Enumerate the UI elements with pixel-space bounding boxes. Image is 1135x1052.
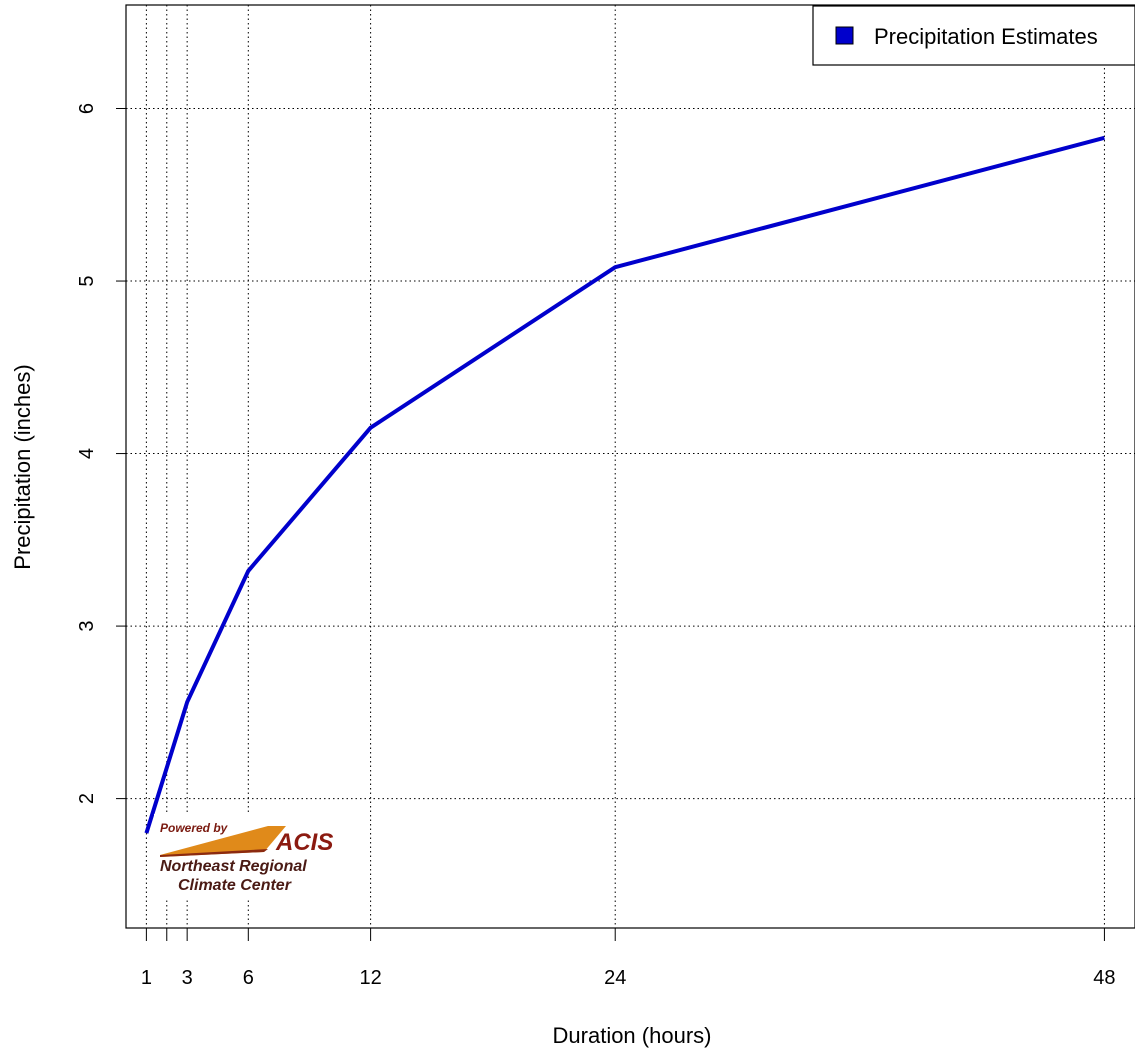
logo-brand: ACIS xyxy=(275,829,333,856)
legend: Precipitation Estimates xyxy=(812,5,1135,66)
series-layer xyxy=(144,135,1105,834)
plot-frame xyxy=(125,4,1135,929)
legend-label: Precipitation Estimates xyxy=(874,24,1098,49)
y-tick-label: 3 xyxy=(76,621,98,632)
axes-layer: 1 3 6 12 24 48 2 3 4 5 6 xyxy=(76,103,1116,989)
y-tick-label: 2 xyxy=(76,793,98,804)
x-tick-label: 1 xyxy=(141,967,152,989)
acis-logo: Powered by ACIS Northeast Regional Clima… xyxy=(154,814,340,898)
y-tick-label: 5 xyxy=(76,275,98,286)
logo-line1: Northeast Regional xyxy=(160,858,307,875)
x-tick-label: 48 xyxy=(1093,967,1115,989)
legend-swatch xyxy=(835,26,854,45)
x-axis-title: Duration (hours) xyxy=(553,1023,712,1048)
x-tick-label: 24 xyxy=(604,967,626,989)
logo-powered-by: Powered by xyxy=(160,821,229,835)
logo-line2: Climate Center xyxy=(178,877,292,894)
series-line xyxy=(144,135,1105,834)
legend-box xyxy=(812,5,1135,66)
x-tick-label: 3 xyxy=(182,967,193,989)
y-axis-title: Precipitation (inches) xyxy=(10,364,35,569)
y-tick-label: 4 xyxy=(76,448,98,459)
x-tick-label: 6 xyxy=(243,967,254,989)
grid-lines xyxy=(126,5,1135,928)
logo-swoosh-shadow xyxy=(160,849,268,857)
x-tick-label: 12 xyxy=(359,967,381,989)
logo-background xyxy=(154,814,340,898)
logo-swoosh xyxy=(160,826,286,857)
y-tick-label: 6 xyxy=(76,103,98,114)
